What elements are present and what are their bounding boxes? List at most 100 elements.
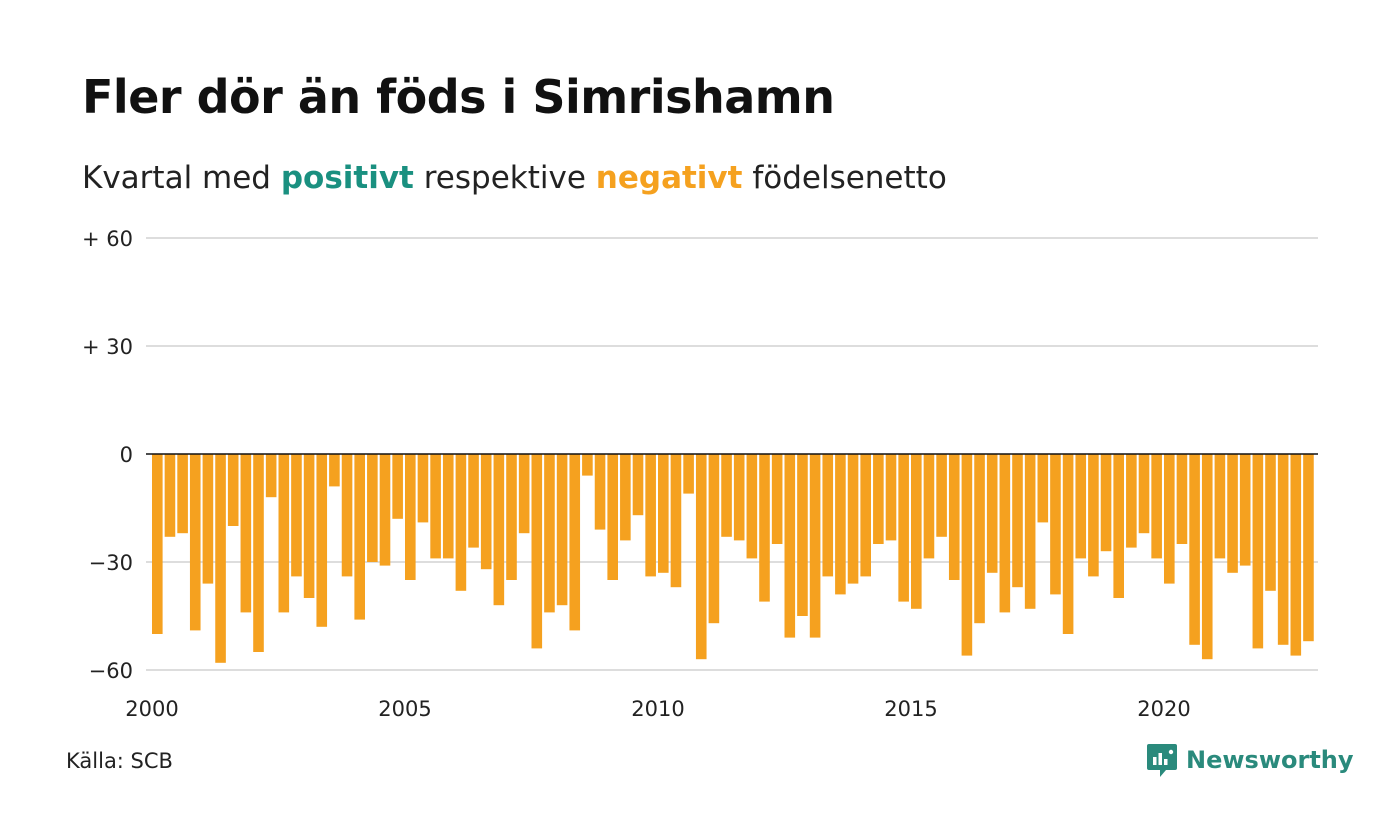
bar	[329, 454, 340, 487]
bar	[189, 454, 201, 631]
bar	[873, 454, 884, 544]
subtitle-suffix: födelsenetto	[742, 160, 947, 196]
brand-name: Newsworthy	[1186, 746, 1354, 774]
bar	[1075, 454, 1087, 559]
bar	[430, 454, 441, 559]
subtitle-negative-word: negativt	[595, 160, 743, 196]
bar	[442, 454, 454, 559]
x-tick-label: 2005	[378, 697, 431, 721]
bar	[1012, 454, 1023, 588]
bar	[455, 454, 467, 591]
subtitle-middle: respektive	[413, 160, 596, 196]
bar	[961, 454, 973, 656]
bar	[860, 454, 871, 577]
bar	[771, 454, 783, 544]
bar	[1037, 454, 1049, 523]
chart-subtitle: Kvartal med positivt respektive negativt…	[82, 160, 947, 196]
bar	[645, 454, 656, 577]
bar	[974, 454, 985, 624]
bar	[759, 454, 770, 602]
bar	[1176, 454, 1188, 544]
bar	[632, 454, 644, 516]
bar	[1239, 454, 1251, 566]
bar	[1164, 454, 1175, 584]
bar	[556, 454, 568, 606]
bar	[341, 454, 353, 577]
bar	[417, 454, 429, 523]
chart-title: Fler dör än föds i Simrishamn	[82, 70, 835, 124]
bar	[202, 454, 214, 584]
bar	[822, 454, 834, 577]
bar	[658, 454, 669, 573]
bar	[721, 454, 732, 537]
y-tick-label: −60	[89, 659, 133, 683]
bar	[809, 454, 821, 638]
bar	[948, 454, 960, 580]
bar	[1189, 454, 1200, 645]
bar	[594, 454, 606, 530]
bar	[291, 454, 302, 577]
y-tick-label: 0	[120, 443, 133, 467]
bar	[379, 454, 391, 566]
bar	[936, 454, 947, 537]
bar	[1088, 454, 1099, 577]
bar	[316, 454, 328, 627]
bar	[303, 454, 315, 598]
x-tick-label: 2010	[631, 697, 684, 721]
bar	[885, 454, 897, 541]
bar	[278, 454, 290, 613]
bar	[620, 454, 631, 541]
bar	[569, 454, 581, 631]
bar	[253, 454, 264, 652]
bar	[695, 454, 707, 660]
bar	[835, 454, 846, 595]
x-tick-label: 2020	[1137, 697, 1190, 721]
bar	[544, 454, 555, 613]
bar	[1290, 454, 1302, 656]
bar	[265, 454, 277, 498]
bar	[480, 454, 492, 570]
bar	[227, 454, 239, 526]
bar	[911, 454, 922, 609]
bar	[986, 454, 998, 573]
x-tick-label: 2015	[884, 697, 937, 721]
bar	[670, 454, 682, 588]
brand-logo: Newsworthy	[1146, 742, 1354, 778]
bar	[847, 454, 859, 584]
y-tick-label: −30	[89, 551, 133, 575]
bar	[1050, 454, 1061, 595]
bar	[392, 454, 403, 519]
bar	[518, 454, 530, 534]
bar	[797, 454, 808, 616]
bar	[683, 454, 694, 494]
bar	[240, 454, 252, 613]
source-note: Källa: SCB	[66, 749, 173, 773]
y-tick-label: + 30	[82, 335, 133, 359]
bar	[733, 454, 745, 541]
bar	[405, 454, 416, 580]
bar	[582, 454, 593, 476]
bar	[746, 454, 758, 559]
bar	[152, 454, 163, 634]
bar	[1062, 454, 1074, 634]
bar	[708, 454, 720, 624]
bar	[468, 454, 479, 548]
bar	[493, 454, 505, 606]
bar	[1151, 454, 1162, 559]
bar	[1303, 454, 1314, 642]
subtitle-positive-word: positivt	[280, 160, 414, 196]
bar	[506, 454, 517, 580]
bar	[1113, 454, 1124, 598]
bar	[215, 454, 226, 663]
bar	[367, 454, 378, 562]
bar	[1138, 454, 1150, 534]
bar	[784, 454, 796, 638]
bar	[1227, 454, 1238, 573]
bar	[531, 454, 543, 649]
bar	[177, 454, 188, 534]
newsworthy-logo-icon	[1147, 744, 1177, 777]
bar	[999, 454, 1011, 613]
bar	[898, 454, 909, 602]
y-tick-label: + 60	[82, 227, 133, 251]
subtitle-prefix: Kvartal med	[82, 160, 281, 196]
